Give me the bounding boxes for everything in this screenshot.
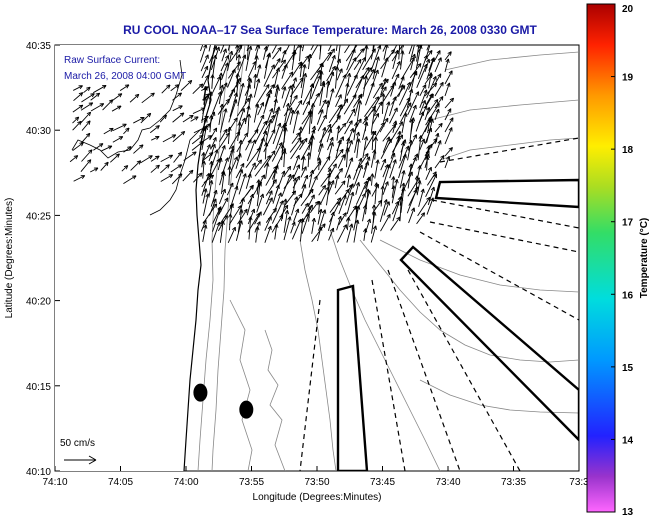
- bathymetry-contours: [197, 45, 579, 471]
- y-axis-label: Latitude (Degrees:Minutes): [4, 198, 15, 319]
- solid-sector-outlines: [336, 178, 579, 471]
- x-tick-label: 73:35: [501, 477, 526, 488]
- colorbar-tick-label: 20: [622, 4, 634, 15]
- colorbar-label: Temperature (°C): [639, 218, 650, 299]
- colorbar-tick-label: 16: [622, 290, 634, 301]
- surface-current-arrows: [69, 45, 454, 243]
- x-tick-label: 73:3: [569, 477, 589, 488]
- y-axis: 40:35 40:30 40:25 40:20 40:15 40:10: [26, 41, 60, 478]
- y-tick-label: 40:25: [26, 211, 51, 222]
- land-area: [55, 45, 215, 471]
- colorbar-tick-label: 18: [622, 145, 634, 156]
- x-tick-label: 74:10: [42, 477, 67, 488]
- colorbar: [586, 3, 616, 513]
- x-axis-label: Longitude (Degrees:Minutes): [253, 492, 382, 503]
- annotation-line-1: Raw Surface Current:: [64, 55, 160, 66]
- x-tick-label: 73:40: [435, 477, 460, 488]
- colorbar-tick-label: 19: [622, 73, 634, 84]
- annotation-line-2: March 26, 2008 04:00 GMT: [64, 71, 186, 82]
- x-tick-label: 73:45: [370, 477, 395, 488]
- x-tick-label: 74:00: [173, 477, 198, 488]
- y-tick-label: 40:10: [26, 467, 51, 478]
- y-tick-label: 40:35: [26, 41, 51, 52]
- x-tick-label: 73:55: [239, 477, 264, 488]
- buoy-marker: [239, 400, 254, 419]
- inland-shoreline: [71, 59, 183, 159]
- colorbar-tick-label: 17: [622, 218, 634, 229]
- buoy-marker: [193, 383, 208, 402]
- x-tick-label: 73:50: [304, 477, 329, 488]
- x-axis: 74:10 74:05 74:00 73:55 73:50 73:45 73:40 73:35…: [42, 466, 589, 488]
- x-tick-label: 74:05: [108, 477, 133, 488]
- colorbar-ticks: 20 19 18 17 16 15 14 13: [611, 3, 634, 518]
- y-tick-label: 40:20: [26, 297, 51, 308]
- bay-shoreline: [149, 129, 201, 216]
- y-tick-label: 40:15: [26, 382, 51, 393]
- scale-arrow: [64, 455, 97, 465]
- dashed-sector-lines: [299, 137, 579, 471]
- colorbar-tick-label: 14: [622, 435, 634, 446]
- colorbar-tick-label: 15: [622, 363, 634, 374]
- chart-title: RU COOL NOAA–17 Sea Surface Temperature:…: [123, 23, 537, 37]
- y-tick-label: 40:30: [26, 126, 51, 137]
- scale-label: 50 cm/s: [60, 438, 95, 449]
- colorbar-tick-label: 13: [622, 507, 634, 518]
